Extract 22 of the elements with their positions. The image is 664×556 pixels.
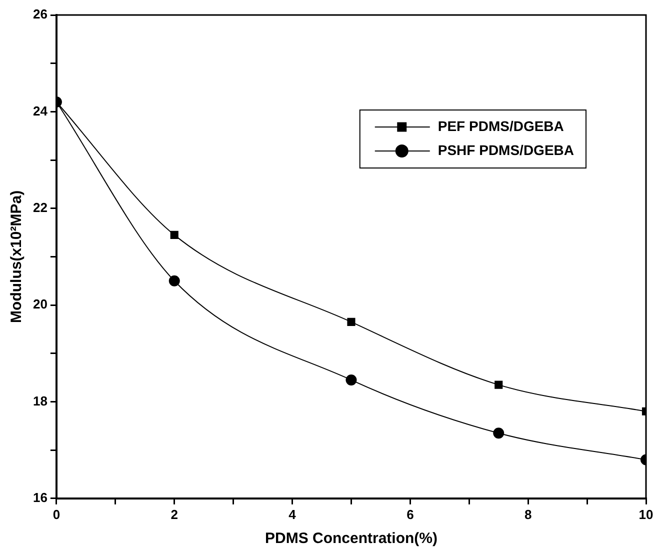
x-axis-title: PDMS Concentration(%) [264, 530, 438, 548]
y-tick-label: 24 [32, 103, 48, 118]
x-tick-label: 0 [52, 506, 60, 522]
point [346, 374, 357, 386]
x-tick-label: 10 [638, 506, 654, 522]
point [170, 230, 178, 239]
y-tick-label: 20 [32, 296, 48, 312]
x-tick-label: 2 [170, 506, 178, 522]
legend-label: PSHF PDMS/DGEBA [438, 142, 574, 158]
point [494, 380, 503, 389]
x-tick-label: 8 [524, 506, 532, 522]
y-tick-label: 18 [32, 393, 48, 408]
y-axis-title: Modulus(x10²MPa) [8, 190, 26, 323]
x-tick-label: 4 [288, 506, 297, 522]
point [347, 318, 356, 326]
x-tick-label: 6 [406, 506, 414, 522]
point [493, 428, 504, 439]
y-tick-label: 22 [32, 200, 48, 215]
legend-label: PEF PDMS/DGEBA [438, 118, 564, 134]
point [168, 275, 180, 286]
y-tick-label: 26 [32, 6, 48, 22]
y-tick-label: 16 [32, 490, 48, 505]
